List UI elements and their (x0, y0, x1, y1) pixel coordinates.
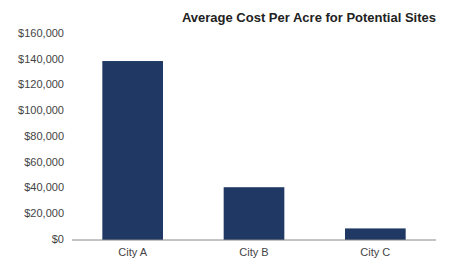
y-tick-label: $0 (52, 233, 64, 245)
y-tick-label: $40,000 (24, 181, 64, 193)
x-tick-label: City A (118, 246, 147, 258)
y-tick-label: $60,000 (24, 156, 64, 168)
y-tick-label: $80,000 (24, 130, 64, 142)
chart-container: $0 $20,000 $40,000 $60,000 $80,000 $100,000 $1… (0, 0, 450, 270)
y-tick-label: $100,000 (18, 104, 64, 116)
x-tick-label: City B (239, 246, 268, 258)
y-tick-label: $120,000 (18, 78, 64, 90)
bar (224, 187, 285, 240)
bar (102, 61, 163, 240)
bar (345, 228, 406, 240)
y-tick-label: $20,000 (24, 207, 64, 219)
x-axis: City A City B City C (118, 246, 390, 258)
bars (102, 61, 405, 240)
chart-svg: $0 $20,000 $40,000 $60,000 $80,000 $100,000 $1… (0, 0, 450, 270)
x-axis-line (72, 240, 436, 241)
y-axis: $0 $20,000 $40,000 $60,000 $80,000 $100,000 $1… (18, 27, 64, 245)
x-tick-label: City C (360, 246, 390, 258)
y-tick-label: $140,000 (18, 53, 64, 65)
chart-title: Average Cost Per Acre for Potential Site… (182, 10, 436, 25)
y-tick-label: $160,000 (18, 27, 64, 39)
